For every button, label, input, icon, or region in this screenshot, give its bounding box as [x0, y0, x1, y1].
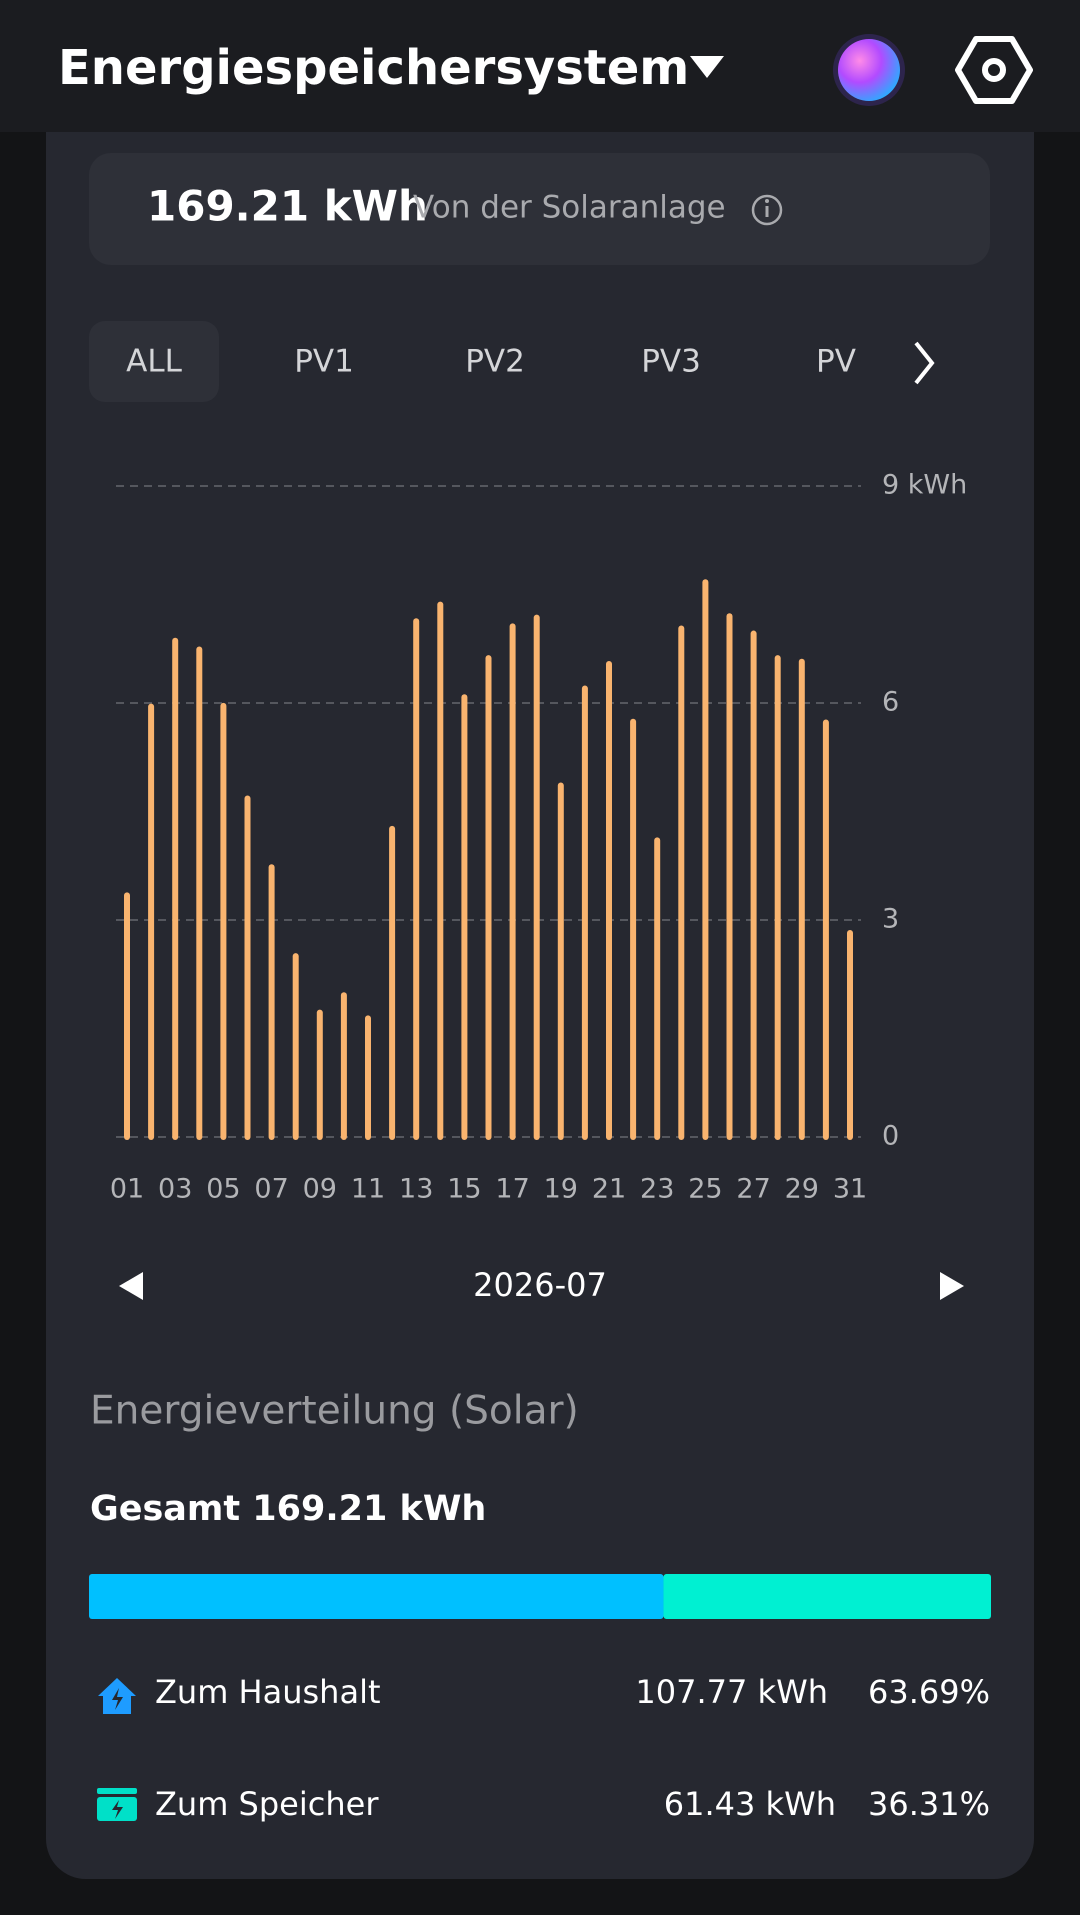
tab[interactable]: ALL: [126, 344, 182, 380]
row-label: Zum Speicher: [155, 1785, 379, 1823]
row-energy: 61.43 kWh: [664, 1785, 836, 1823]
prev-month[interactable]: [119, 1272, 143, 1300]
house-bolt: [112, 1688, 123, 1710]
row-energy: 107.77 kWh: [635, 1673, 828, 1711]
x-tick-label: 25: [688, 1174, 722, 1205]
summary-box: [89, 153, 990, 265]
row-share: 36.31%: [868, 1785, 990, 1823]
battery-icon: [97, 1788, 137, 1821]
x-tick-label: 13: [399, 1174, 433, 1205]
distribution-bar: [89, 1574, 991, 1619]
summary-value: 169.21 kWh: [147, 182, 428, 231]
app-title: Energiespeichersystem: [58, 40, 689, 96]
distribution-segment: [663, 1574, 991, 1619]
assistant-button[interactable]: [838, 39, 900, 101]
x-tick-label: 05: [206, 1174, 240, 1205]
settings-icon-center: [982, 58, 1006, 82]
battery-top: [97, 1788, 137, 1794]
x-tick-label: 03: [158, 1174, 192, 1205]
x-tick-label: 23: [640, 1174, 674, 1205]
y-tick-label: 6: [882, 687, 899, 718]
tab-active-bg: [89, 321, 219, 402]
house-icon: [98, 1678, 136, 1714]
card: [46, 132, 1034, 1879]
info-button[interactable]: [751, 194, 783, 226]
x-tick-label: 09: [303, 1174, 337, 1205]
x-tick-label: 01: [110, 1174, 144, 1205]
x-tick-label: 07: [254, 1174, 288, 1205]
x-tick-label: 11: [351, 1174, 385, 1205]
x-tick-label: 17: [495, 1174, 529, 1205]
row-share: 63.69%: [868, 1673, 990, 1711]
distribution-segment: [89, 1574, 664, 1619]
y-tick-label: 0: [882, 1121, 899, 1152]
x-tick-label: 27: [736, 1174, 770, 1205]
tabs-next[interactable]: [914, 341, 935, 385]
x-tick-label: 29: [785, 1174, 819, 1205]
distribution-total: Gesamt 169.21 kWh: [90, 1489, 486, 1529]
info-icon-bar: [765, 206, 769, 217]
y-tick-label: 9 kWh: [882, 470, 967, 501]
tab[interactable]: PV1: [294, 344, 354, 380]
settings-button[interactable]: [955, 36, 1033, 104]
battery-bolt: [112, 1800, 123, 1819]
x-tick-label: 15: [447, 1174, 481, 1205]
info-icon: [751, 194, 783, 226]
x-tick-label: 21: [592, 1174, 626, 1205]
settings-icon: [955, 36, 1033, 104]
tab[interactable]: PV2: [465, 344, 525, 380]
month-label: 2026-07: [473, 1266, 607, 1304]
tab[interactable]: PV: [816, 344, 856, 380]
x-tick-label: 31: [833, 1174, 867, 1205]
next-month[interactable]: [940, 1272, 964, 1300]
info-icon-dot: [765, 199, 769, 203]
section-title: Energieverteilung (Solar): [90, 1389, 579, 1434]
x-tick-label: 19: [544, 1174, 578, 1205]
tab[interactable]: PV3: [641, 344, 701, 380]
y-tick-label: 3: [882, 904, 899, 935]
row-label: Zum Haushalt: [155, 1673, 381, 1711]
dropdown-toggle[interactable]: [690, 56, 724, 78]
summary-label: Von der Solaranlage: [413, 190, 726, 226]
